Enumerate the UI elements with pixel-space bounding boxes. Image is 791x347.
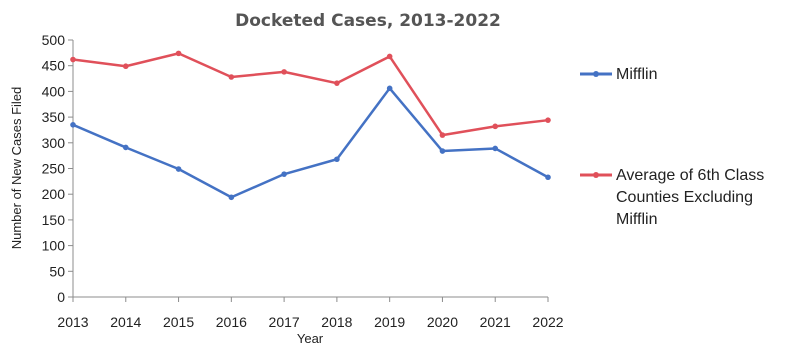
y-ticks: 0 50 100 150 200 250 300 350 400 450 500 [42, 32, 73, 305]
data-point [545, 174, 551, 181]
legend-label-average: Average of 6th Class Counties Excluding … [616, 167, 769, 228]
data-point [492, 145, 499, 152]
x-tick-label: 2016 [216, 314, 247, 330]
data-point [122, 144, 129, 151]
series-line [72, 52, 549, 137]
y-axis-label: Number of New Cases Filed [9, 87, 24, 250]
legend-item-average: Average of 6th Class Counties Excluding … [580, 167, 769, 228]
data-point [228, 74, 235, 80]
x-tick-label: 2020 [427, 314, 458, 330]
legend-item-mifflin: Mifflin [580, 66, 658, 83]
data-point [70, 122, 76, 128]
data-point [122, 63, 129, 70]
y-tick-label: 350 [42, 109, 66, 125]
data-point [281, 69, 287, 75]
data-point [492, 123, 499, 130]
x-tick-label: 2017 [269, 314, 300, 330]
x-tick-label: 2014 [110, 314, 141, 330]
data-point [334, 156, 340, 163]
data-point [175, 50, 182, 57]
chart-title: Docketed Cases, 2013-2022 [235, 11, 501, 31]
y-tick-label: 500 [42, 32, 66, 48]
x-tick-label: 2021 [480, 314, 511, 330]
x-tick-label: 2018 [321, 314, 352, 330]
x-tick-label: 2022 [532, 314, 563, 330]
y-tick-label: 100 [42, 238, 66, 254]
y-tick-label: 250 [42, 161, 66, 177]
y-tick-label: 200 [42, 186, 66, 202]
legend-marker-average [593, 172, 599, 178]
data-point [386, 53, 393, 60]
y-tick-label: 400 [42, 83, 66, 99]
x-tick-label: 2019 [374, 314, 405, 330]
series-line [72, 87, 549, 199]
series-average [70, 50, 551, 138]
data-point [439, 132, 446, 138]
y-tick-label: 450 [42, 58, 66, 74]
x-tick-label: 2015 [163, 314, 194, 330]
x-ticks: 2013 2014 2015 2016 2017 2018 2019 2020 2021 2022 [57, 297, 564, 330]
legend: Mifflin Average of 6th Class Counties Ex… [580, 66, 769, 228]
data-point [545, 117, 551, 123]
series-mifflin [70, 85, 551, 201]
y-tick-label: 50 [49, 263, 65, 279]
legend-label-average-line-3: Mifflin [616, 211, 658, 228]
data-point [70, 56, 76, 63]
data-point [334, 80, 340, 86]
data-point [175, 166, 182, 172]
series-layer [70, 50, 551, 201]
data-point [439, 148, 446, 154]
legend-marker-mifflin [593, 71, 599, 77]
y-tick-label: 300 [42, 135, 66, 151]
data-point [228, 194, 235, 201]
data-point [386, 85, 393, 92]
x-tick-label: 2013 [57, 314, 88, 330]
y-tick-label: 0 [57, 289, 65, 305]
y-tick-label: 150 [42, 212, 66, 228]
legend-label-mifflin: Mifflin [616, 66, 658, 83]
x-axis-label: Year [297, 331, 324, 346]
data-point [281, 171, 287, 177]
legend-label-average-line-1: Average of 6th Class [616, 167, 764, 184]
legend-label-average-line-2: Counties Excluding [616, 189, 753, 206]
